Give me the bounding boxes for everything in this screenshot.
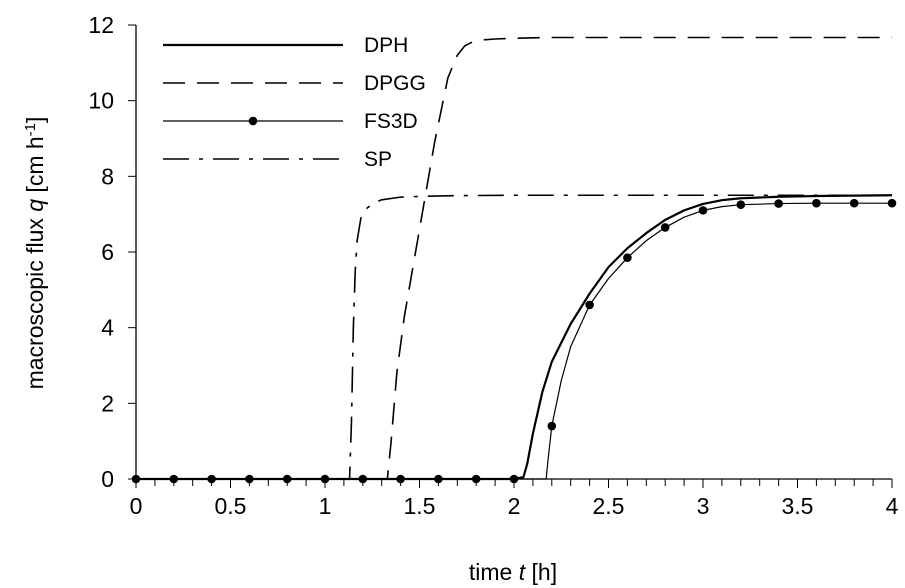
legend-label-dpgg: DPGG (364, 72, 426, 95)
data-point-fs3d (471, 474, 481, 484)
y-tick-label: 12 (88, 12, 114, 38)
legend: DPH DPGG FS3D SP (163, 34, 426, 171)
data-point-fs3d (736, 200, 746, 210)
data-point-fs3d (585, 300, 594, 310)
data-point-fs3d (660, 223, 670, 232)
x-tick-label: 3.5 (782, 493, 814, 519)
y-tick-label: 10 (88, 88, 114, 114)
legend-label-sp: SP (364, 148, 392, 171)
data-point-fs3d (509, 474, 519, 484)
x-axis-title: time t [h] (469, 559, 557, 585)
x-tick-label: 1.5 (404, 493, 436, 519)
y-tick-label: 8 (101, 163, 114, 189)
data-point-fs3d (812, 198, 821, 208)
x-tick-label: 3 (697, 493, 710, 519)
axes: 0 0.5 1 1.5 2 2.5 3 3.5 4 0 2 4 6 8 10 12 (88, 12, 898, 519)
x-tick-label: 1 (319, 493, 332, 519)
legend-marker-fs3d (248, 116, 258, 126)
data-point-fs3d (207, 474, 216, 484)
y-tick-label: 4 (101, 315, 114, 341)
data-point-fs3d (887, 198, 897, 208)
series-line-dpgg (136, 36, 892, 480)
x-tick-label: 4 (886, 493, 899, 519)
series-line-dph (136, 194, 893, 481)
data-point-fs3d (245, 474, 254, 484)
y-tick-label: 0 (101, 466, 114, 492)
data-point-fs3d (434, 474, 443, 484)
data-point-fs3d (849, 198, 859, 208)
series-lines (136, 36, 893, 481)
x-tick-label: 2 (508, 493, 521, 519)
data-point-fs3d (774, 199, 783, 208)
series-line-sp (136, 194, 892, 480)
data-point-fs3d (396, 474, 405, 484)
x-tick-label: 2.5 (593, 493, 625, 519)
data-point-fs3d (282, 474, 292, 484)
y-tick-label: 2 (101, 390, 114, 416)
x-tick-label: 0.5 (215, 493, 247, 519)
y-axis-title: macroscopic flux q [cm h-1] (22, 117, 48, 390)
legend-label-dph: DPH (364, 34, 408, 57)
y-tick-label: 6 (101, 239, 114, 265)
series-line-fs3d (136, 202, 892, 480)
data-point-fs3d (623, 253, 632, 262)
data-point-fs3d (320, 474, 330, 484)
legend-label-fs3d: FS3D (364, 110, 418, 133)
x-tick-label: 0 (130, 493, 143, 519)
data-point-fs3d (169, 474, 179, 484)
data-point-fs3d (358, 474, 368, 484)
data-point-fs3d (131, 474, 141, 484)
data-point-fs3d (698, 206, 708, 215)
series-markers (131, 198, 897, 484)
data-point-fs3d (547, 421, 557, 431)
